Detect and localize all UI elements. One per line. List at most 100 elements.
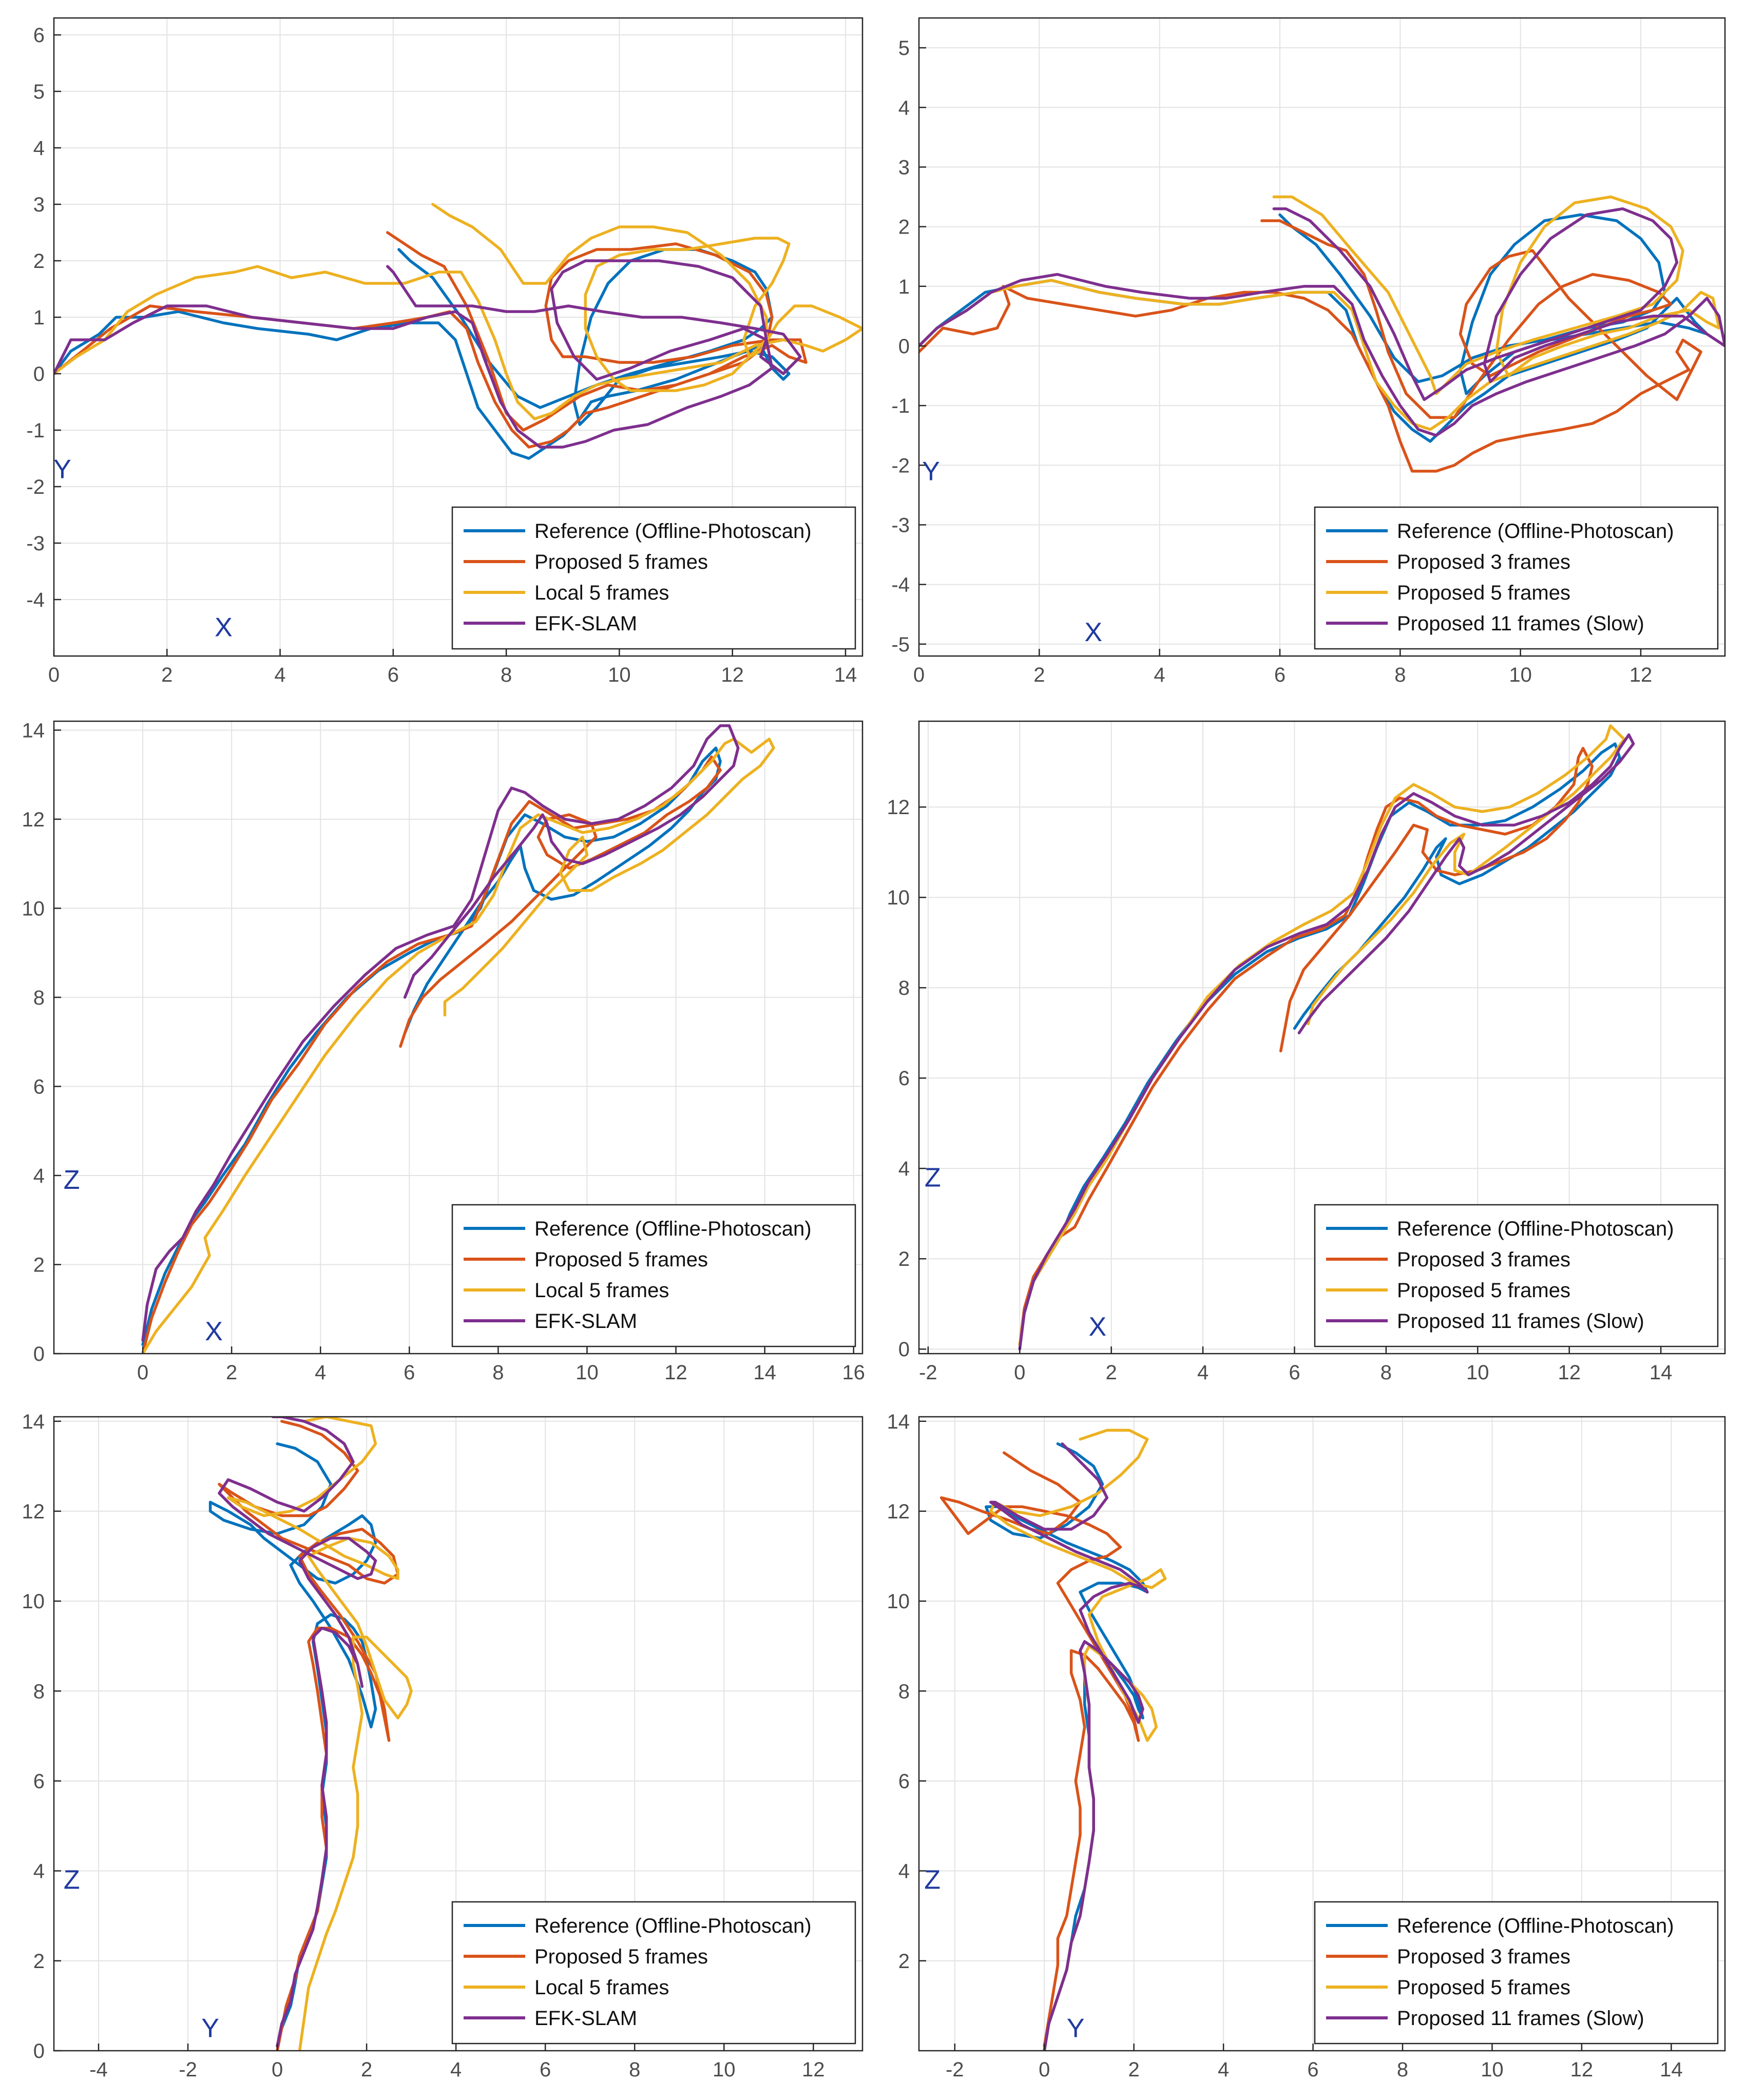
x-tick-label: -2 [946,2058,964,2081]
y-axis-label: Z [64,1865,80,1895]
y-tick-label: 4 [898,97,910,119]
legend-label: Proposed 5 frames [534,1248,708,1271]
y-tick-label: 10 [887,887,910,909]
x-tick-label: 14 [753,1361,776,1384]
x-tick-label: 14 [1660,2058,1683,2081]
x-tick-label: 10 [1466,1361,1489,1384]
y-tick-label: 5 [33,81,45,103]
x-tick-label: 6 [388,664,399,686]
y-tick-label: 0 [33,1343,45,1365]
series-line-1 [218,1420,399,2051]
y-tick-label: 6 [898,1770,910,1793]
y-tick-label: 4 [33,137,45,160]
y-axis-label: Z [925,1163,941,1192]
y-tick-label: 2 [898,1248,910,1270]
y-tick-label: -1 [26,419,45,442]
series-group [208,1417,413,2051]
x-tick-label: 2 [226,1361,237,1384]
x-tick-label: 4 [1197,1361,1209,1384]
series-line-0 [54,248,791,460]
x-tick-label: 4 [315,1361,326,1384]
y-tick-label: -5 [891,633,910,656]
x-tick-label: 2 [1106,1361,1117,1384]
y-tick-label: 8 [898,977,910,999]
x-tick-label: 16 [842,1361,865,1384]
y-tick-label: 8 [33,1680,45,1703]
legend: Reference (Offline-Photoscan) Proposed 3 … [1314,1901,1719,2045]
legend-label: Reference (Offline-Photoscan) [1397,520,1674,543]
series-line-0 [208,1442,377,2048]
x-tick-label: -2 [179,2058,197,2081]
legend-label: Local 5 frames [534,582,669,604]
series-line-0 [1018,742,1621,1346]
series-line-1 [1018,747,1594,1346]
y-tick-label: 5 [898,37,910,60]
x-tick-label: 0 [272,2058,283,2081]
x-axis-label: X [1084,618,1102,647]
x-tick-label: 8 [1394,664,1406,686]
x-tick-label: 0 [48,664,60,686]
x-tick-label: 10 [713,2058,736,2081]
y-tick-label: 6 [898,1067,910,1090]
y-tick-label: -4 [891,574,910,596]
x-tick-label: 2 [1033,664,1045,686]
y-tick-label: 14 [22,719,45,742]
x-tick-label: -2 [919,1361,937,1384]
legend-label: EFK-SLAM [534,2007,637,2030]
y-tick-label: 12 [887,796,910,819]
x-tick-label: 0 [913,664,925,686]
axes-frame [53,1416,864,2052]
panel-xz-b: -2 0 2 4 6 8 10 12 14 0 2 4 6 8 10 12 X Z Reference (Offli… [887,720,1726,1384]
legend: Reference (Offline-Photoscan) Proposed 5 … [451,506,856,650]
x-tick-label: 6 [1274,664,1286,686]
y-tick-label: 6 [33,24,45,47]
y-tick-label: 4 [33,1860,45,1883]
series-line-0 [141,746,722,1346]
y-tick-label: 0 [33,2040,45,2063]
y-tick-label: -3 [891,514,910,536]
y-tick-label: 0 [898,1338,910,1361]
legend-label: Proposed 11 frames (Slow) [1397,2007,1644,2030]
y-tick-label: 10 [22,897,45,920]
x-tick-label: 10 [576,1361,599,1384]
series-line-2 [919,195,1721,431]
x-tick-label: 12 [1629,664,1653,686]
series-group [919,195,1725,473]
x-tick-label: 4 [274,664,285,686]
legend-label: Proposed 5 frames [534,551,708,573]
legend-label: EFK-SLAM [534,1310,637,1333]
series-line-1 [54,231,808,449]
series-group [939,1429,1167,2051]
x-tick-label: 6 [1289,1361,1300,1384]
x-tick-label: 14 [834,664,857,686]
series-line-0 [985,1442,1149,2051]
series-line-1 [939,1451,1140,2048]
legend-label: Proposed 11 frames (Slow) [1397,1310,1644,1333]
y-axis-label: Y [53,455,71,485]
x-tick-label: 8 [492,1361,504,1384]
series-line-2 [141,737,775,1354]
legend: Reference (Offline-Photoscan) Proposed 5 … [451,1901,856,2045]
series-line-3 [141,724,740,1342]
x-axis-label: X [1089,1312,1107,1342]
legend-label: Proposed 11 frames (Slow) [1397,612,1644,635]
y-axis-label: Z [924,1865,941,1895]
x-tick-label: 10 [1481,2058,1504,2081]
x-axis-label: Y [201,2014,219,2044]
legend-label: Reference (Offline-Photoscan) [1397,1915,1674,1937]
x-tick-label: 8 [501,664,512,686]
x-tick-label: 2 [361,2058,372,2081]
axes-frame [53,720,864,1355]
x-tick-label: 8 [1380,1361,1392,1384]
x-tick-label: 2 [1128,2058,1140,2081]
legend-label: Local 5 frames [534,1279,669,1302]
y-tick-label: 4 [898,1860,910,1883]
y-tick-label: -2 [26,476,45,498]
axes-frame [918,17,1726,657]
legend-label: Proposed 3 frames [1397,551,1570,573]
x-tick-label: 10 [608,664,631,686]
x-tick-label: 0 [1039,2058,1050,2081]
legend-label: Reference (Offline-Photoscan) [534,1915,812,1937]
